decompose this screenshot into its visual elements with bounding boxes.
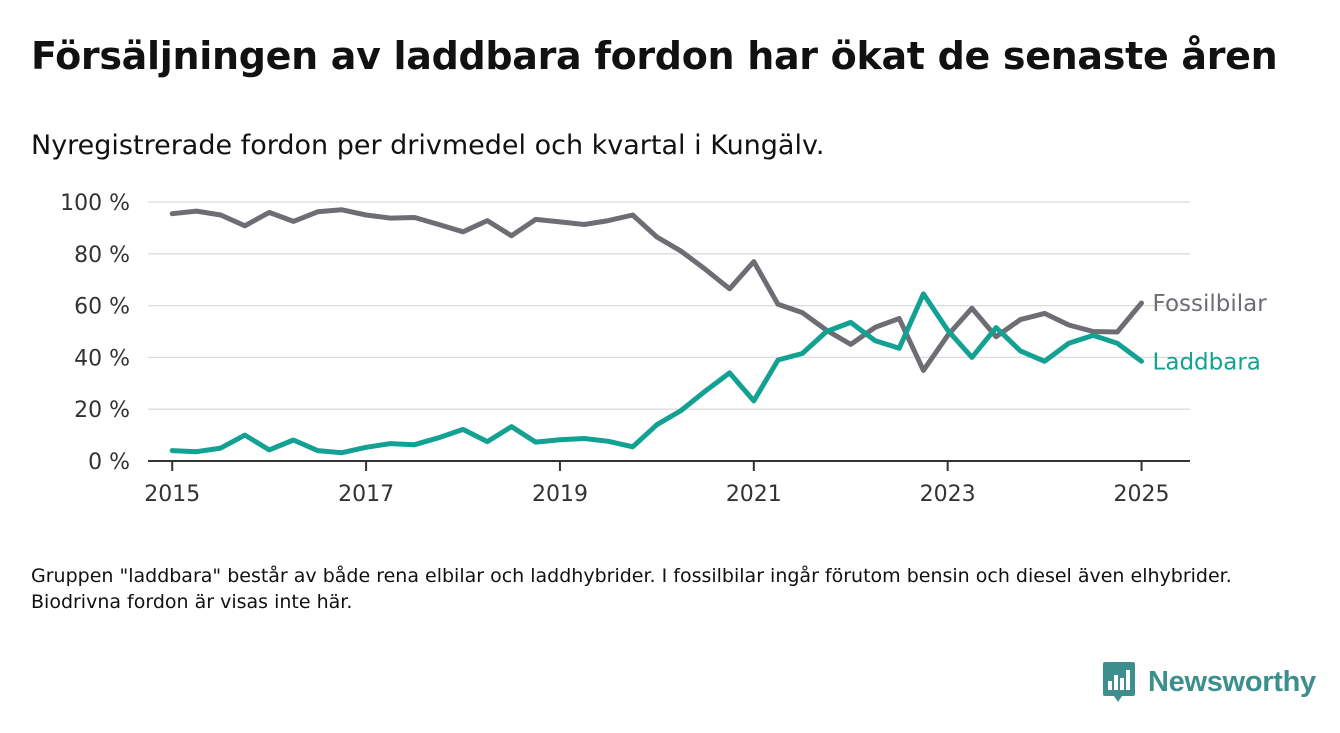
- newsworthy-chart-icon: [1103, 662, 1135, 702]
- x-tick-label: 2015: [144, 482, 200, 507]
- y-tick-label: 20 %: [74, 398, 130, 423]
- chart-subtitle: Nyregistrerade fordon per drivmedel och …: [31, 130, 825, 161]
- y-tick-label: 60 %: [74, 295, 130, 320]
- newsworthy-logo[interactable]: Newsworthy: [1102, 661, 1316, 703]
- newsworthy-logo-text: Newsworthy: [1148, 665, 1316, 698]
- y-axis: 0 % 20 % 40 % 60 % 80 % 100 %: [60, 191, 130, 475]
- chart-title: Försäljningen av laddbara fordon har öka…: [31, 34, 1278, 78]
- x-tick-label: 2023: [920, 482, 976, 507]
- series-line-fossilbilar: [169, 207, 1144, 373]
- series-label-fossilbilar: Fossilbilar: [1153, 291, 1268, 317]
- series-line-laddbara: [169, 291, 1144, 456]
- x-tick-label: 2017: [338, 482, 394, 507]
- y-tick-label: 100 %: [60, 191, 130, 216]
- y-tick-label: 80 %: [74, 243, 130, 268]
- series-label-laddbara: Laddbara: [1153, 349, 1261, 375]
- y-tick-label: 40 %: [74, 346, 130, 371]
- line-chart: 0 % 20 % 40 % 60 % 80 % 100 % 2015 2017 2019 202…: [60, 191, 1268, 507]
- x-tick-label: 2025: [1114, 482, 1170, 507]
- gridlines: [148, 201, 1190, 410]
- x-axis: 2015 2017 2019 2021 2023 2025: [144, 460, 1190, 507]
- series-labels: Fossilbilar Laddbara: [1153, 291, 1268, 375]
- footnote: Gruppen "laddbara" består av både rena e…: [31, 565, 1232, 613]
- y-tick-label: 0 %: [88, 450, 130, 475]
- series-lines: [169, 207, 1144, 456]
- x-tick-label: 2021: [726, 482, 782, 507]
- x-tick-label: 2019: [532, 482, 588, 507]
